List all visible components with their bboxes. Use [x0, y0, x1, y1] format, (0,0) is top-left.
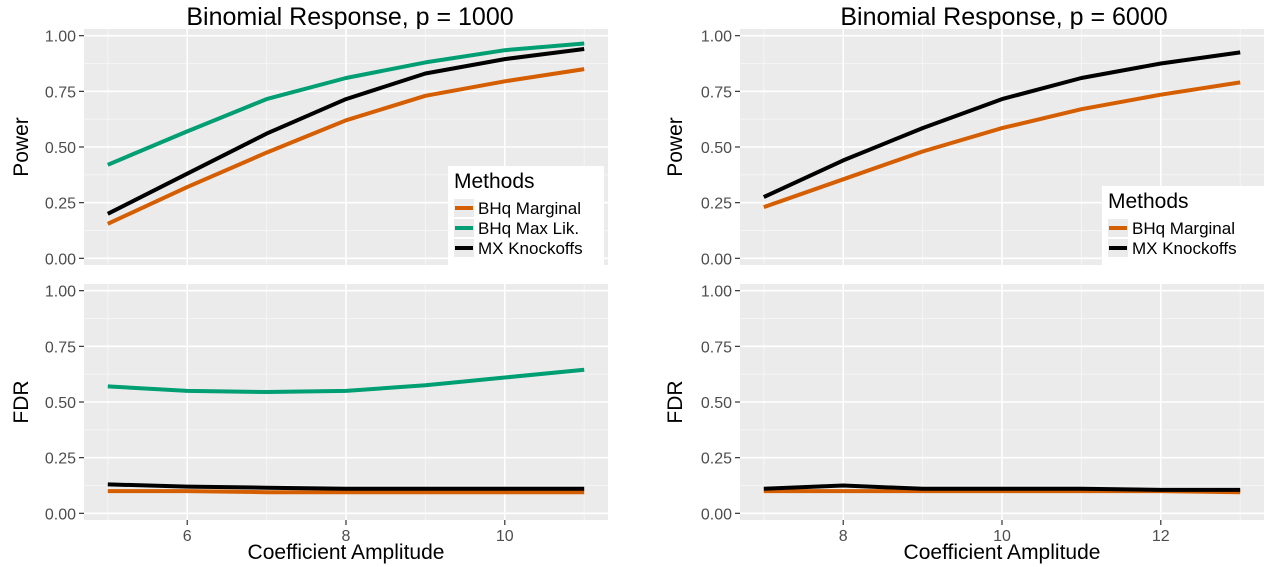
x-tick-label: 10	[993, 528, 1011, 545]
y-axis-label: FDR	[664, 380, 687, 423]
y-tick-label: 1.00	[45, 284, 76, 301]
chart-title: Binomial Response, p = 1000	[186, 3, 513, 31]
x-tick-label: 8	[342, 528, 351, 545]
y-tick-label: 0.50	[45, 140, 76, 157]
chart-title: Binomial Response, p = 6000	[840, 3, 1167, 31]
y-tick-label: 1.00	[701, 29, 732, 46]
y-axis-label: Power	[664, 117, 687, 177]
y-tick-label: 0.25	[45, 196, 76, 213]
x-tick-label: 12	[1152, 528, 1170, 545]
x-tick-label: 6	[183, 528, 192, 545]
series-line-mx-knockoffs	[762, 50, 1241, 199]
y-tick-label: 1.00	[45, 29, 76, 46]
y-tick-label: 0.25	[701, 196, 732, 213]
y-tick-label: 0.50	[701, 395, 732, 412]
y-axis-label: FDR	[10, 380, 33, 423]
y-tick-label: 0.00	[45, 506, 76, 523]
legend-background	[1102, 186, 1264, 265]
y-tick-label: 0.75	[45, 84, 76, 101]
y-tick-label: 0.00	[701, 506, 732, 523]
legend-label: BHq Marginal	[478, 199, 581, 218]
panel-fdr: 0.00 0.25 0.50 0.75 1.00 FDR 6 8 10	[10, 284, 608, 545]
y-tick-label: 0.25	[45, 451, 76, 468]
series-line-bhq-max-lik	[107, 41, 585, 167]
series-line-bhq-max-lik	[107, 367, 585, 394]
legend-title: Methods	[1108, 190, 1189, 213]
x-tick-label: 8	[839, 528, 848, 545]
y-tick-label: 0.50	[701, 140, 732, 157]
series-line-mx-knockoffs	[107, 482, 585, 491]
y-tick-label: 0.75	[701, 84, 732, 101]
y-tick-label: 0.75	[701, 339, 732, 356]
y-tick-label: 0.75	[45, 339, 76, 356]
y-tick-label: 0.25	[701, 451, 732, 468]
series-line-bhq-marginal	[106, 67, 585, 226]
y-tick-label: 0.00	[45, 251, 76, 268]
legend-label: BHq Marginal	[1132, 219, 1235, 238]
series-line-mx-knockoffs	[763, 483, 1241, 492]
y-axis-label: Power	[10, 117, 33, 177]
legend-title: Methods	[454, 170, 535, 193]
y-tick-label: 0.50	[45, 395, 76, 412]
chart-2: Binomial Response, p = 60000.000.250.500…	[664, 3, 1264, 564]
x-tick-label: 10	[496, 528, 514, 545]
series-line-bhq-marginal	[763, 80, 1241, 209]
legend-label: MX Knockoffs	[1132, 239, 1237, 258]
chart-1: Binomial Response, p = 10000.000.250.500…	[10, 3, 608, 564]
y-tick-label: 1.00	[701, 284, 732, 301]
panel-fdr: 0.00 0.25 0.50 0.75 1.00 FDR 8 10 12	[664, 284, 1264, 545]
series-line-mx-knockoffs	[106, 47, 585, 216]
panel-power: 0.00 0.25 0.50 0.75 1.00 Power	[10, 29, 608, 268]
y-tick-label: 0.00	[701, 251, 732, 268]
legend-label: MX Knockoffs	[478, 239, 583, 258]
series-line-bhq-marginal	[107, 489, 585, 495]
x-axis-label: Coefficient Amplitude	[248, 541, 445, 564]
legend-label: BHq Max Lik.	[478, 219, 579, 238]
x-axis-label: Coefficient Amplitude	[904, 541, 1101, 564]
